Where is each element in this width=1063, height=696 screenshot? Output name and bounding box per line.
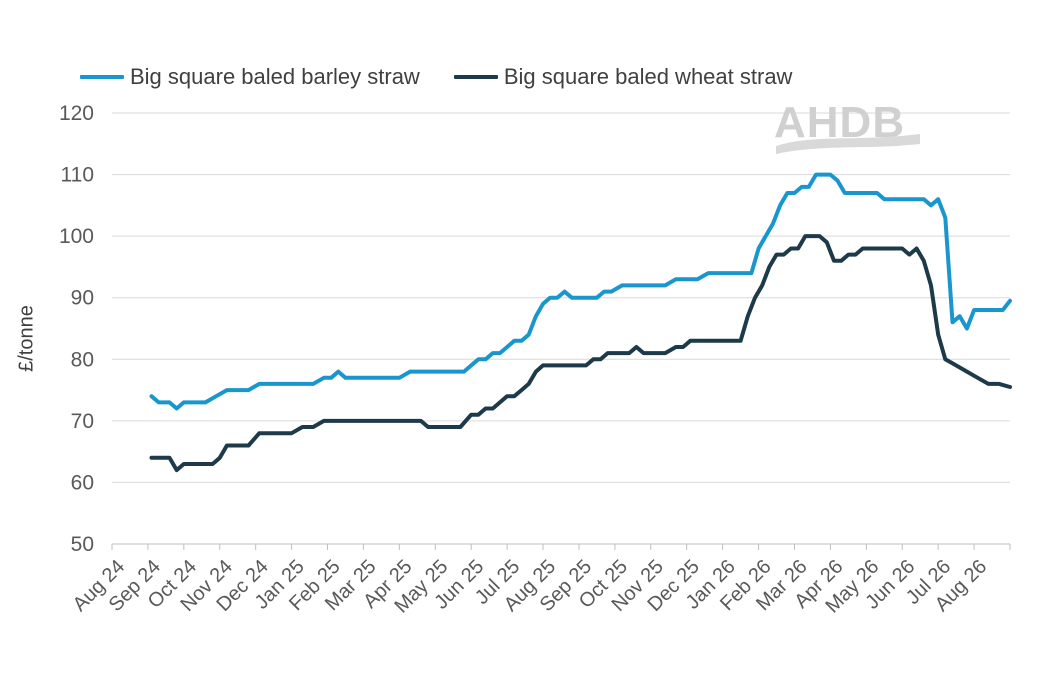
y-tick-label: 50 — [71, 533, 94, 556]
y-tick-label: 110 — [61, 164, 94, 187]
y-tick-label: 60 — [71, 471, 94, 494]
ahdb-logo: AHDB — [774, 98, 924, 162]
y-tick-label: 70 — [71, 410, 94, 433]
series-line-wheat — [149, 234, 1012, 473]
legend-label-wheat: Big square baled wheat straw — [503, 64, 793, 89]
gridlines — [112, 112, 1010, 483]
legend-item-wheat: Big square baled wheat straw — [453, 64, 793, 90]
series-lines — [149, 172, 1012, 473]
y-axis-title: £/tonne — [15, 305, 38, 372]
y-tick-label: 90 — [71, 287, 94, 310]
y-tick-labels: 50 60 70 80 90 100 110 120 — [59, 102, 94, 556]
legend: Big square baled barley straw Big square… — [80, 64, 826, 90]
legend-swatch-barley — [80, 75, 124, 79]
y-tick-label: 100 — [59, 225, 94, 248]
legend-label-barley: Big square baled barley straw — [130, 64, 420, 89]
legend-item-barley: Big square baled barley straw — [80, 64, 420, 90]
logo-wave-icon — [776, 134, 920, 154]
y-tick-label: 80 — [71, 348, 94, 371]
y-tick-label: 120 — [59, 102, 94, 125]
series-line-barley — [149, 172, 1012, 411]
legend-swatch-wheat — [453, 75, 498, 79]
x-axis — [111, 543, 1011, 550]
